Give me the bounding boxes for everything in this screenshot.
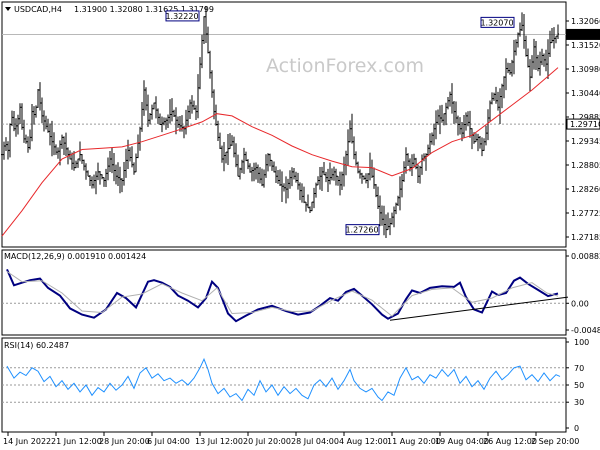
macd-tick-label: -0.004858 [571,326,600,335]
time-tick-label: 14 Jun 2022 [3,437,51,446]
time-tick-label: 13 Jul 12:00 [195,437,243,446]
time-tick-label: 11 Aug 20:00 [387,437,441,446]
price-tick-label: 1.32066 [571,17,600,26]
rsi-layer [2,357,566,403]
time-tick-label: 28 Jul 04:00 [291,437,339,446]
price-tick-label: 1.27185 [571,233,600,242]
price-annotation-label: 1.27260 [345,226,378,235]
price-flag-box [566,118,600,130]
time-tick-label: 19 Aug 04:00 [435,437,489,446]
rsi-tick-label: 30 [574,398,584,407]
rsi-line [6,357,561,402]
time-tick-label: 4 Aug 12:00 [339,437,388,446]
rsi-tick-label: 70 [574,364,584,373]
time-tick-label: 28 Jun 20:00 [99,437,150,446]
price-annotation-label: 1.32070 [480,18,513,27]
price-tick-label: 1.28260 [571,185,600,194]
moving-average-line [1,67,559,237]
price-tick-label: 1.29345 [571,137,600,146]
rsi-tick-label: 50 [574,381,584,390]
price-tick-label: 1.30440 [571,89,600,98]
time-tick-label: 20 Jul 20:00 [243,437,291,446]
price-layer: 1.32220 1.32070 1.27260 [1,5,566,238]
macd-tick-label: 0.00882 [571,252,600,261]
macd-tick-label: 0.00 [571,299,589,308]
macd-title: MACD(12,26,9) 0.001910 0.001424 [4,252,146,261]
price-tick-label: 1.28805 [571,161,600,170]
symbol-label: USDCAD,H4 [14,5,62,14]
price-annotation: 1.27260 [345,224,380,236]
time-tick-label: 2 Sep 20:00 [531,437,579,446]
rsi-tick-label: 0 [574,424,579,433]
dropdown-triangle-icon [5,7,11,11]
price-annotation-box [480,16,515,28]
price-flag-box [566,28,600,40]
price-bars [1,5,559,238]
macd-trendline [389,296,569,321]
price-tick-label: 1.27725 [571,209,600,218]
chart-header: USDCAD,H4 1.31900 1.32080 1.31625 1.3179… [5,5,214,14]
price-annotation-box [165,10,200,22]
panel-frame-2 [1,249,567,336]
price-flag-label: 1.29710 [570,120,600,129]
price-tick-label: 1.31520 [571,41,600,50]
ohlc-label: 1.31900 1.32080 1.31625 1.31799 [74,5,214,14]
price-annotation: 1.32070 [480,16,515,28]
rsi-title: RSI(14) 60.2487 [4,341,69,350]
macd-signal-line [6,271,559,317]
time-tick-label: 26 Aug 12:00 [483,437,537,446]
price-annotation-label: 1.32220 [165,12,198,21]
time-tick-label: 6 Jul 04:00 [147,437,190,446]
price-tick-label: 1.29885 [571,113,600,122]
price-tick-label: 1.30980 [571,65,600,74]
axis-layer: 1.32066 1.31520 1.30980 1.30440 1.29885 1.293… [566,17,600,433]
time-tick-label: 21 Jun 12:00 [51,437,102,446]
macd-layer [2,268,569,323]
watermark-text: ActionForex.com [266,55,424,77]
rsi-tick-label: 100 [574,338,589,347]
price-annotation-box [345,224,380,236]
price-annotation: 1.32220 [165,10,200,22]
price-flag-label: 1.31799 [570,30,600,39]
